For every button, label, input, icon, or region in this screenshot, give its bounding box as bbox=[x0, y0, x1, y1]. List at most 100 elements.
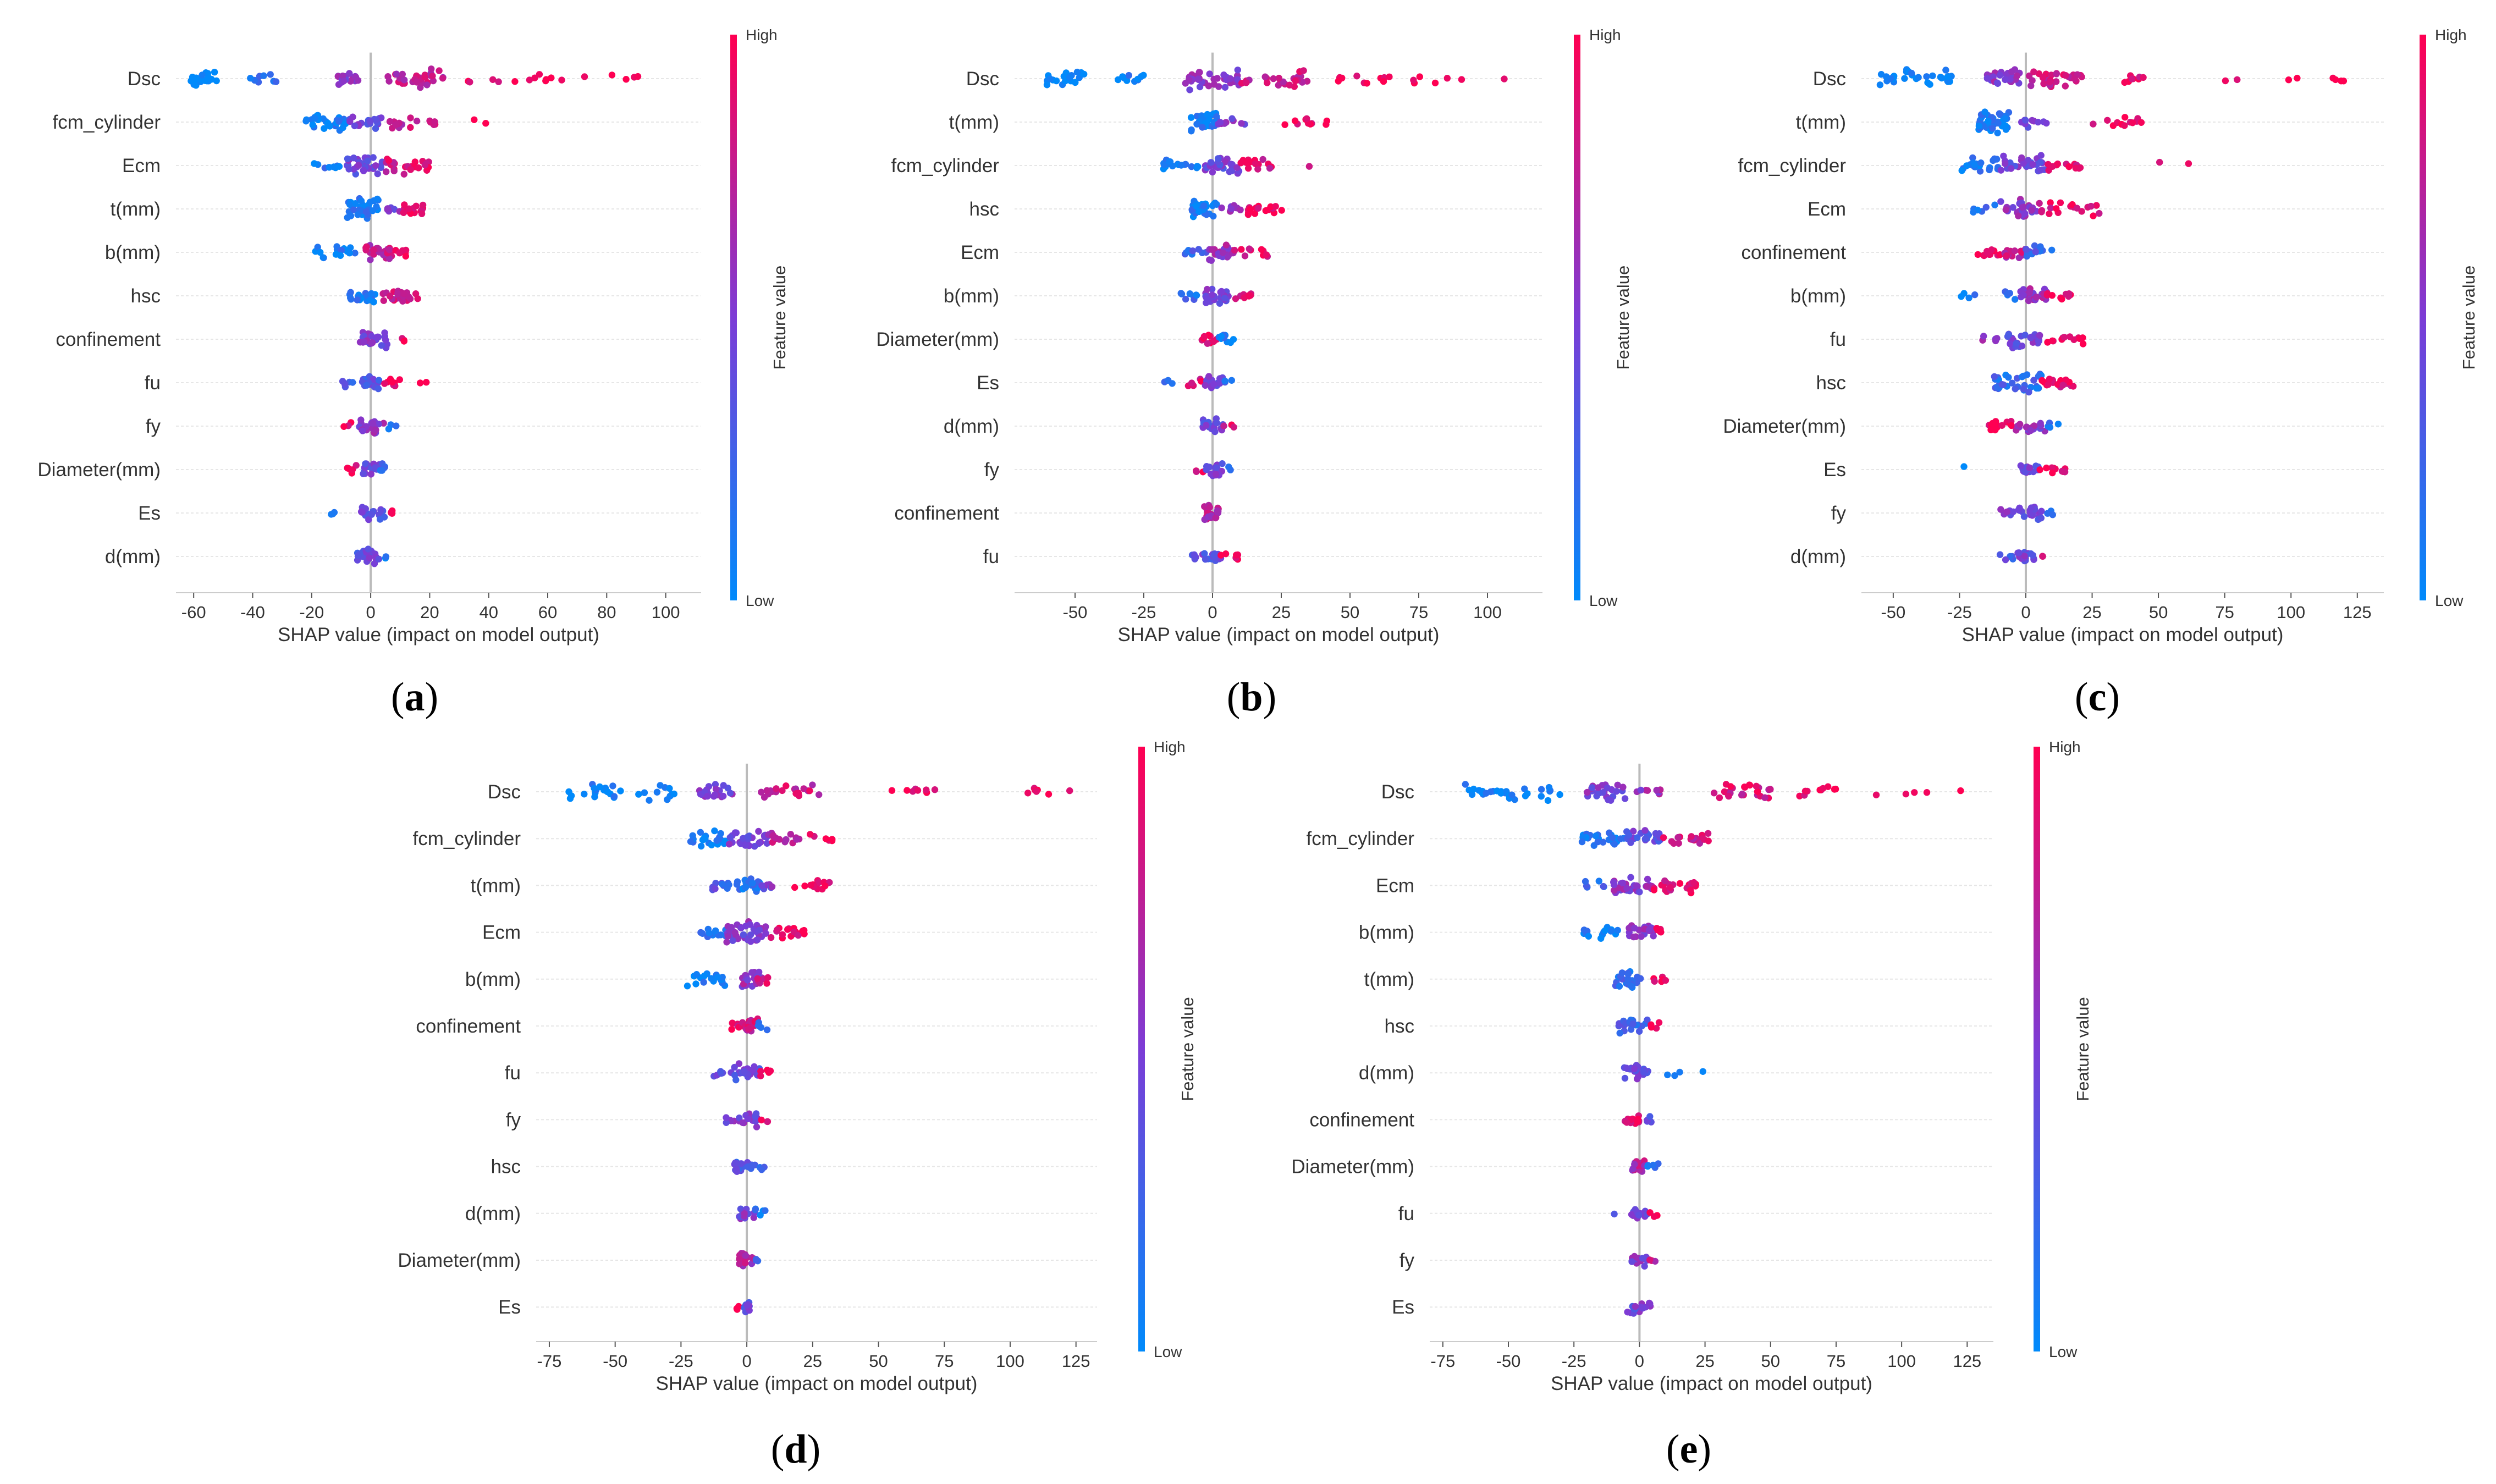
shap-point bbox=[767, 934, 775, 941]
shap-point bbox=[1642, 835, 1649, 842]
beeswarm-diameter-mm- bbox=[1198, 332, 1237, 347]
shap-point bbox=[697, 842, 705, 850]
shap-point bbox=[657, 782, 664, 789]
shap-point bbox=[2029, 551, 2036, 559]
x-tick-label: 50 bbox=[2149, 603, 2168, 622]
shap-point bbox=[635, 791, 642, 798]
shap-point bbox=[783, 782, 790, 790]
beeswarm-b-mm- bbox=[1580, 922, 1665, 942]
shap-point bbox=[1066, 787, 1073, 795]
shap-point bbox=[311, 160, 318, 167]
shap-point bbox=[1214, 75, 1221, 82]
feature-label: Diameter(mm) bbox=[876, 329, 999, 350]
beeswarm-d-mm- bbox=[354, 545, 389, 567]
shap-point bbox=[339, 124, 346, 131]
x-tick-label: 100 bbox=[1473, 603, 1502, 622]
shap-point bbox=[1194, 163, 1202, 170]
shap-point bbox=[1929, 72, 1936, 80]
shap-point bbox=[2040, 80, 2047, 87]
shap-point bbox=[1544, 797, 1552, 804]
shap-point bbox=[1556, 791, 1563, 798]
shap-point bbox=[2020, 385, 2027, 393]
shap-point bbox=[368, 340, 375, 347]
shap-point bbox=[2332, 76, 2339, 84]
shap-point bbox=[1664, 1071, 1671, 1079]
shap-point bbox=[822, 835, 830, 842]
feature-label: d(mm) bbox=[1359, 1062, 1414, 1084]
shap-point bbox=[2048, 464, 2056, 471]
shap-point bbox=[413, 79, 420, 86]
shap-point bbox=[364, 157, 371, 164]
feature-label: fu bbox=[145, 372, 161, 394]
shap-point bbox=[2046, 424, 2054, 431]
shap-point bbox=[1246, 245, 1253, 252]
x-tick-label: 125 bbox=[1062, 1351, 1090, 1371]
shap-point bbox=[914, 787, 922, 794]
shap-point bbox=[726, 834, 734, 841]
shap-point bbox=[1831, 786, 1838, 793]
shap-point bbox=[2093, 202, 2100, 209]
shap-point bbox=[758, 1116, 765, 1124]
shap-point bbox=[1997, 506, 2004, 513]
x-tick-label: -75 bbox=[1430, 1351, 1455, 1371]
colorbar-title: Feature value bbox=[2459, 266, 2478, 370]
shap-point bbox=[2034, 118, 2042, 126]
shap-point bbox=[1614, 781, 1621, 789]
shap-point bbox=[531, 74, 538, 81]
beeswarm-fcm-cylinder bbox=[687, 827, 836, 850]
shap-point bbox=[418, 210, 426, 217]
shap-point bbox=[2003, 252, 2010, 260]
chart-panel-d: -75 -50 -25 0 25 50 75 100 125 SHAP value (impact… bbox=[398, 738, 1197, 1394]
beeswarm-hsc bbox=[731, 1158, 768, 1175]
shap-point bbox=[755, 827, 762, 835]
shap-point bbox=[1497, 790, 1505, 797]
shap-point bbox=[1923, 789, 1931, 796]
shap-point bbox=[413, 117, 421, 125]
shap-point bbox=[1073, 68, 1081, 76]
shap-point bbox=[385, 426, 393, 433]
shap-point bbox=[1243, 159, 1250, 166]
x-tick-label: 80 bbox=[597, 603, 616, 622]
shap-point bbox=[708, 975, 715, 982]
x-tick-label: 0 bbox=[742, 1351, 751, 1371]
shap-point bbox=[732, 829, 740, 836]
shap-point bbox=[2026, 464, 2033, 471]
shap-point bbox=[608, 71, 616, 79]
shap-point bbox=[2060, 334, 2068, 341]
shap-point bbox=[372, 464, 379, 471]
beeswarm-es bbox=[1624, 1299, 1654, 1317]
shap-point bbox=[736, 1255, 743, 1262]
shap-point bbox=[1206, 464, 1213, 471]
beeswarm-fy bbox=[723, 1110, 772, 1130]
colorbar-title: Feature value bbox=[1613, 266, 1633, 370]
shap-point bbox=[1915, 74, 1922, 81]
shap-point bbox=[2018, 343, 2026, 350]
shap-point bbox=[1699, 1068, 1706, 1075]
shap-point bbox=[756, 839, 763, 846]
colorbar-title: Feature value bbox=[770, 266, 789, 370]
shap-point bbox=[1924, 79, 1931, 86]
beeswarm-diameter-mm- bbox=[344, 460, 388, 478]
shap-point bbox=[335, 118, 343, 125]
feature-label: Dsc bbox=[966, 68, 999, 90]
shap-point bbox=[2038, 207, 2046, 214]
shap-point bbox=[1621, 1074, 1629, 1082]
shap-point bbox=[372, 426, 379, 434]
x-axis-title: SHAP value (impact on model output) bbox=[1962, 624, 2284, 646]
shap-point bbox=[383, 168, 390, 175]
x-tick-label: 40 bbox=[479, 603, 498, 622]
shap-point bbox=[1980, 333, 1987, 340]
shap-point bbox=[197, 76, 205, 84]
beeswarm-fcm-cylinder bbox=[1160, 155, 1313, 177]
shap-point bbox=[700, 979, 707, 986]
shap-point bbox=[2020, 513, 2028, 520]
shap-point bbox=[2023, 252, 2031, 260]
shap-point bbox=[1214, 155, 1222, 162]
beeswarm-confinement bbox=[1621, 1112, 1655, 1127]
shap-point bbox=[1662, 977, 1669, 984]
shap-point bbox=[1960, 463, 1968, 470]
shap-point bbox=[374, 385, 382, 393]
shap-point bbox=[1958, 167, 1965, 174]
shap-point bbox=[1687, 887, 1694, 894]
shap-point bbox=[758, 788, 765, 796]
